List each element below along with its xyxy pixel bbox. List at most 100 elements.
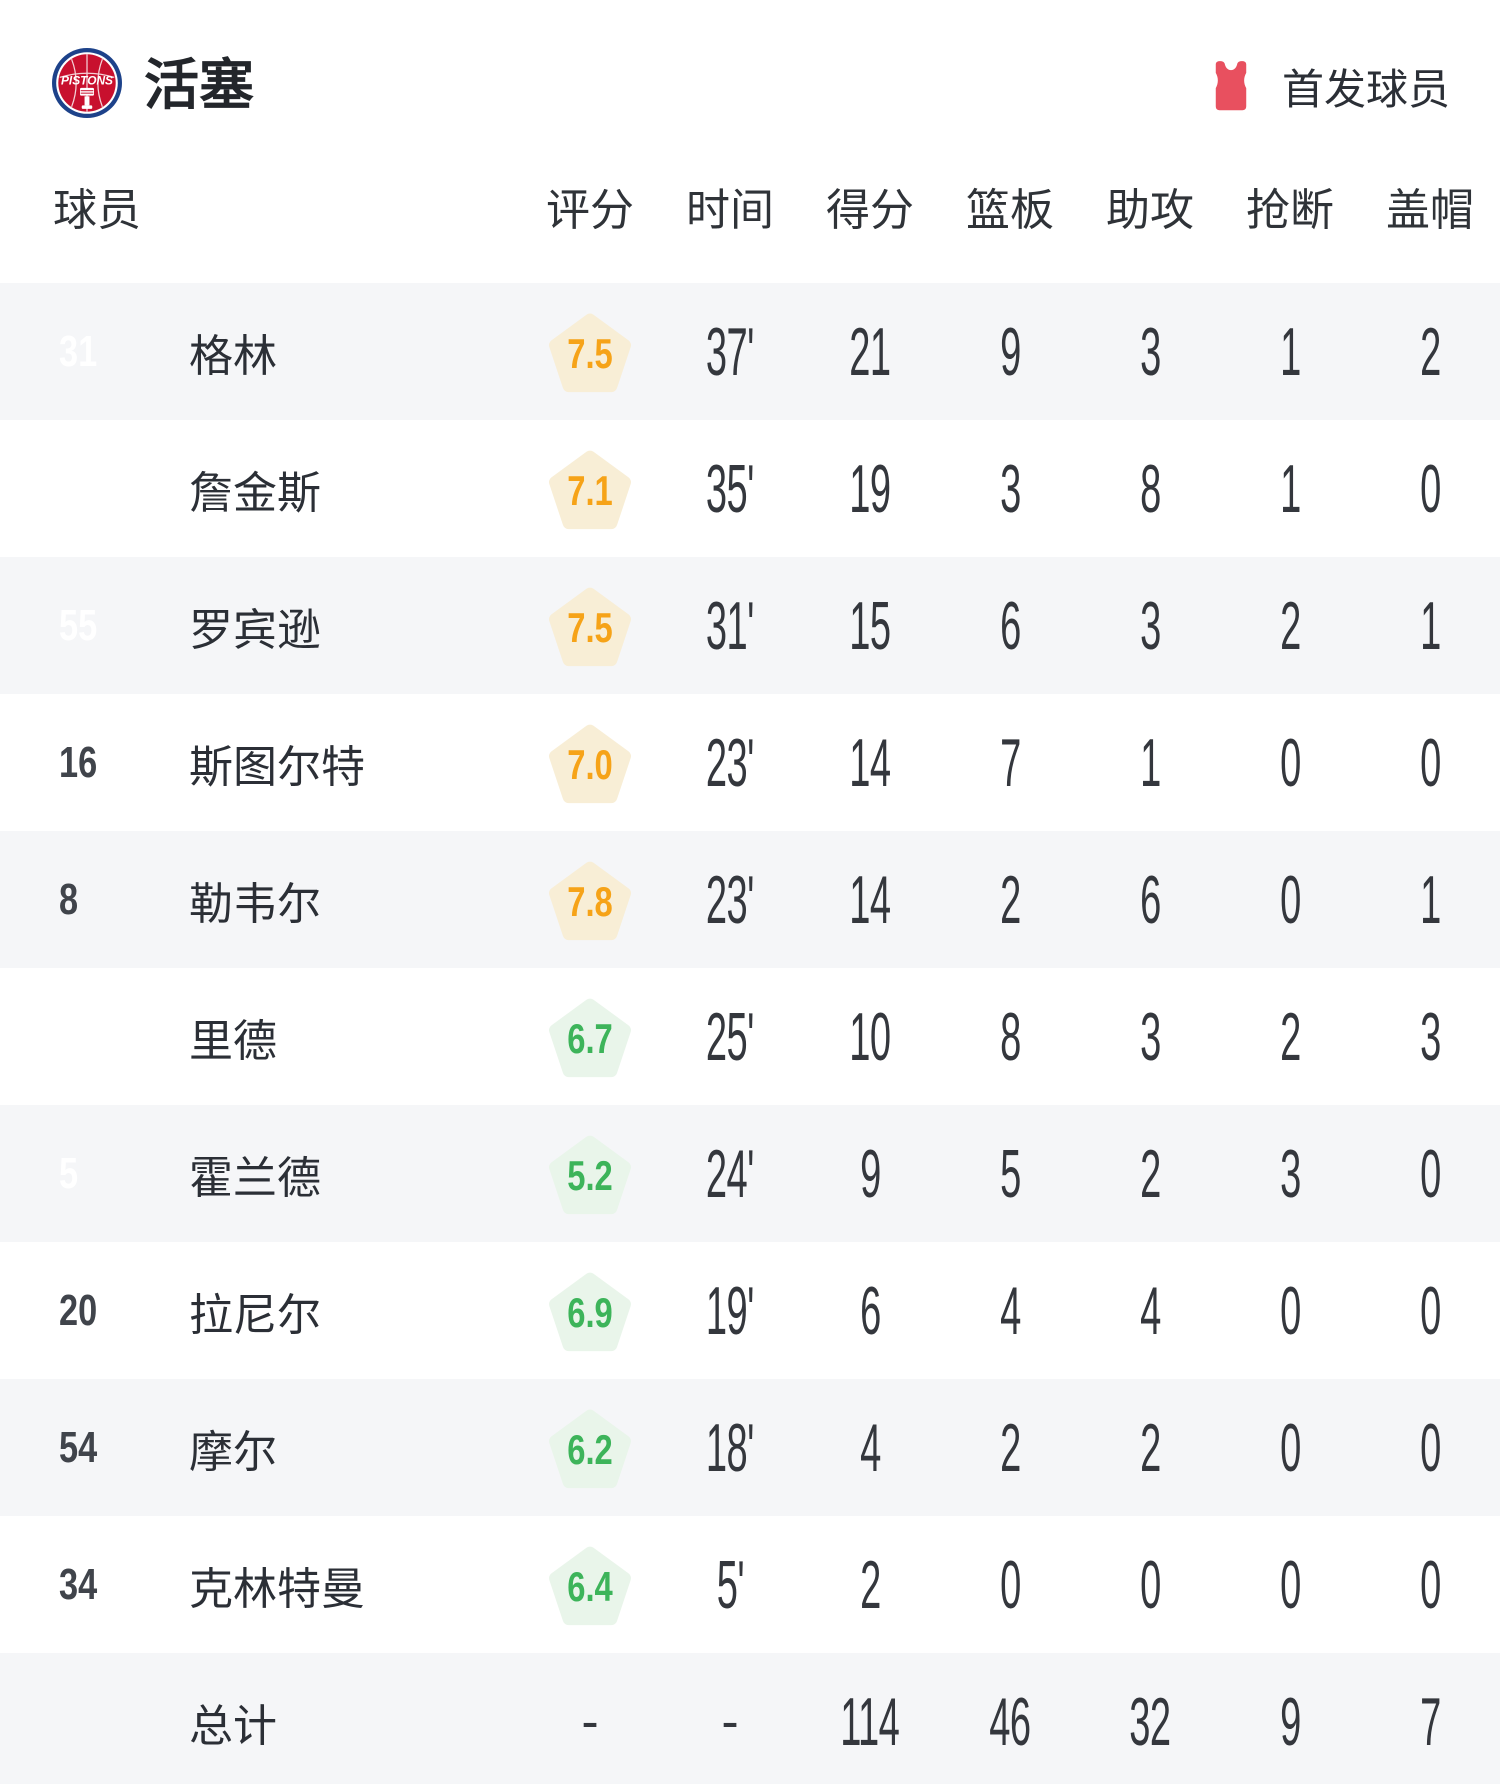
player-row[interactable]: 24 詹金斯 7.1 35' 19 3 8 1 0 xyxy=(0,420,1500,557)
player-row[interactable]: 5 霍兰德 5.2 24' 9 5 2 3 0 xyxy=(0,1105,1500,1242)
stat-points: 19 xyxy=(849,450,891,527)
rating-pentagon-icon: 7.1 xyxy=(547,448,633,530)
player-name: 詹金斯 xyxy=(189,468,321,518)
stat-points: 4 xyxy=(859,1409,881,1486)
starter-legend-label: 首发球员 xyxy=(1281,65,1450,113)
stat-points: 14 xyxy=(849,861,891,938)
stat-steals: 0 xyxy=(1279,1272,1301,1349)
stat-rebounds: 2 xyxy=(999,1409,1021,1486)
stat-blocks: 2 xyxy=(1419,313,1441,390)
stat-steals: 0 xyxy=(1279,1546,1301,1623)
stat-blocks: 0 xyxy=(1419,1135,1441,1212)
stat-blocks: 1 xyxy=(1419,587,1441,664)
rating-pentagon-icon: 7.5 xyxy=(547,311,633,393)
col-header-minutes: 时间 xyxy=(686,186,774,235)
player-row[interactable]: 16 斯图尔特 7.0 23' 14 7 1 0 0 xyxy=(0,694,1500,831)
stat-minutes: 23' xyxy=(706,724,755,801)
totals-assists: 32 xyxy=(1129,1683,1171,1760)
stat-blocks: 0 xyxy=(1419,450,1441,527)
stat-rebounds: 8 xyxy=(999,998,1021,1075)
player-row[interactable]: 34 克林特曼 6.4 5' 2 0 0 0 0 xyxy=(0,1516,1500,1653)
stat-assists: 3 xyxy=(1139,587,1161,664)
totals-blocks: 7 xyxy=(1419,1683,1441,1760)
stat-steals: 1 xyxy=(1279,450,1301,527)
rating-badge: 7.8 xyxy=(520,859,660,941)
stat-minutes: 35' xyxy=(706,450,755,527)
stat-blocks: 0 xyxy=(1419,1272,1441,1349)
totals-label: 总计 xyxy=(189,1701,277,1751)
stat-blocks: 3 xyxy=(1419,998,1441,1075)
stat-assists: 2 xyxy=(1139,1135,1161,1212)
totals-minutes: - xyxy=(721,1692,739,1751)
stat-rebounds: 4 xyxy=(999,1272,1021,1349)
rating-badge: 7.1 xyxy=(520,448,660,530)
starter-jersey-icon xyxy=(1215,61,1247,111)
stat-assists: 1 xyxy=(1139,724,1161,801)
totals-points: 114 xyxy=(840,1683,900,1760)
player-row[interactable]: 8 勒韦尔 7.8 23' 14 2 6 0 1 xyxy=(0,831,1500,968)
rating-badge: 6.2 xyxy=(520,1407,660,1489)
stat-rebounds: 7 xyxy=(999,724,1021,801)
stat-minutes: 5' xyxy=(716,1546,744,1623)
stat-blocks: 0 xyxy=(1419,724,1441,801)
player-name: 格林 xyxy=(189,331,277,381)
player-name: 斯图尔特 xyxy=(189,742,365,792)
col-header-blocks: 盖帽 xyxy=(1386,186,1474,235)
rating-pentagon-icon: 5.2 xyxy=(547,1133,633,1215)
col-header-player: 球员 xyxy=(53,186,141,235)
rating-pentagon-icon: 7.8 xyxy=(547,859,633,941)
player-name: 摩尔 xyxy=(189,1427,277,1477)
stat-minutes: 31' xyxy=(706,587,755,664)
stat-points: 6 xyxy=(859,1272,881,1349)
col-header-rebounds: 篮板 xyxy=(966,186,1054,235)
totals-row: 总计 - - 114 46 32 9 7 xyxy=(0,1653,1500,1784)
rating-badge: 6.9 xyxy=(520,1270,660,1352)
stat-steals: 3 xyxy=(1279,1135,1301,1212)
stat-points: 21 xyxy=(849,313,891,390)
table-header-row: 球员 评分 时间 得分 篮板 助攻 抢断 盖帽 xyxy=(0,158,1500,254)
team-logo-pistons-icon: PISTONS xyxy=(52,48,122,118)
player-name: 勒韦尔 xyxy=(189,879,321,929)
stat-rebounds: 6 xyxy=(999,587,1021,664)
stat-rebounds: 9 xyxy=(999,313,1021,390)
rating-pentagon-icon: 6.4 xyxy=(547,1544,633,1626)
player-row[interactable]: 31 格林 7.5 37' 21 9 3 1 2 xyxy=(0,283,1500,420)
team-name: 活塞 xyxy=(144,54,255,116)
rating-pentagon-icon: 6.2 xyxy=(547,1407,633,1489)
rating-badge: 5.2 xyxy=(520,1133,660,1215)
player-row[interactable]: 20 拉尼尔 6.9 19' 6 4 4 0 0 xyxy=(0,1242,1500,1379)
stat-minutes: 37' xyxy=(706,313,755,390)
stat-minutes: 19' xyxy=(706,1272,755,1349)
stat-assists: 0 xyxy=(1139,1546,1161,1623)
stat-steals: 2 xyxy=(1279,587,1301,664)
stat-blocks: 0 xyxy=(1419,1546,1441,1623)
player-row[interactable]: 55 罗宾逊 7.5 31' 15 6 3 2 1 xyxy=(0,557,1500,694)
rating-badge: 6.7 xyxy=(520,996,660,1078)
stat-minutes: 18' xyxy=(706,1409,755,1486)
player-row[interactable]: 7 里德 6.7 25' 10 8 3 2 3 xyxy=(0,968,1500,1105)
player-name: 克林特曼 xyxy=(189,1564,365,1614)
player-name: 霍兰德 xyxy=(189,1153,321,1203)
stat-points: 14 xyxy=(849,724,891,801)
stat-blocks: 0 xyxy=(1419,1409,1441,1486)
rating-pentagon-icon: 6.7 xyxy=(547,996,633,1078)
svg-text:PISTONS: PISTONS xyxy=(61,73,113,87)
starter-legend: 首发球员 xyxy=(1208,58,1450,114)
stat-steals: 0 xyxy=(1279,724,1301,801)
totals-steals: 9 xyxy=(1279,1683,1301,1760)
stat-rebounds: 2 xyxy=(999,861,1021,938)
totals-rebounds: 46 xyxy=(989,1683,1031,1760)
stat-minutes: 24' xyxy=(706,1135,755,1212)
stat-assists: 6 xyxy=(1139,861,1161,938)
stat-steals: 0 xyxy=(1279,861,1301,938)
stat-points: 2 xyxy=(859,1546,881,1623)
stat-blocks: 1 xyxy=(1419,861,1441,938)
player-name: 拉尼尔 xyxy=(189,1290,321,1340)
stat-assists: 2 xyxy=(1139,1409,1161,1486)
stat-points: 9 xyxy=(859,1135,881,1212)
player-row[interactable]: 54 摩尔 6.2 18' 4 2 2 0 0 xyxy=(0,1379,1500,1516)
stat-points: 15 xyxy=(849,587,891,664)
stat-points: 10 xyxy=(849,998,891,1075)
stat-assists: 4 xyxy=(1139,1272,1161,1349)
